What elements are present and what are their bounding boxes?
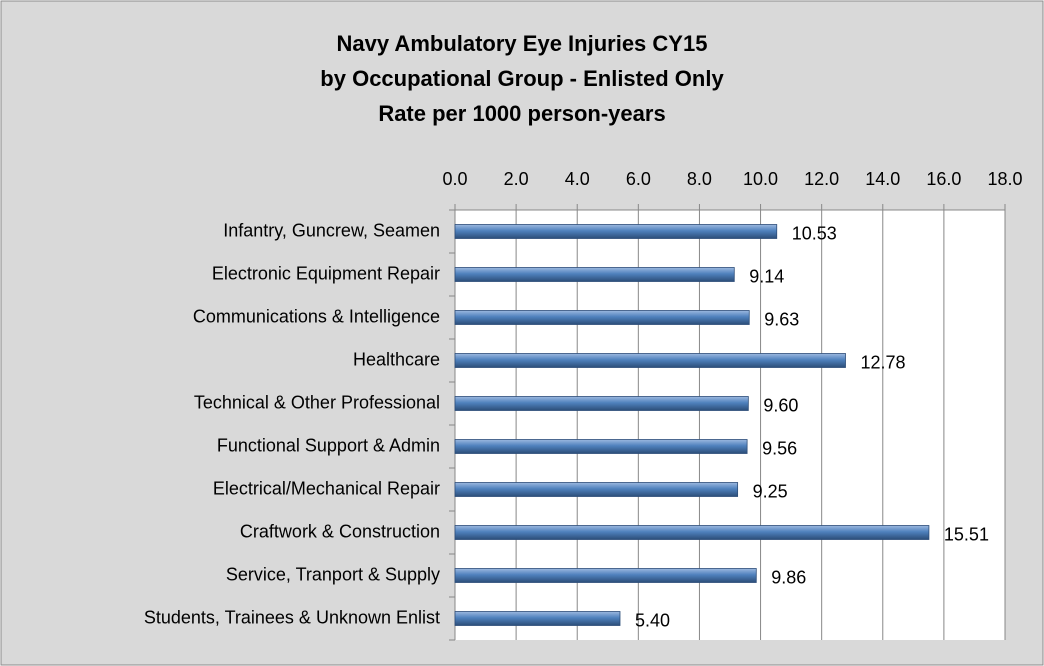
x-tick-label: 6.0 bbox=[626, 169, 651, 189]
data-label: 15.51 bbox=[944, 524, 989, 544]
data-label: 10.53 bbox=[792, 223, 837, 243]
bar bbox=[454, 611, 621, 626]
chart-title: by Occupational Group - Enlisted Only bbox=[320, 66, 724, 91]
y-tick-label: Infantry, Guncrew, Seamen bbox=[223, 220, 440, 240]
data-label: 9.63 bbox=[764, 309, 799, 329]
data-label: 9.86 bbox=[771, 567, 806, 587]
data-label: 9.60 bbox=[763, 395, 798, 415]
x-tick-label: 12.0 bbox=[804, 169, 839, 189]
bar bbox=[454, 525, 930, 540]
x-tick-label: 14.0 bbox=[865, 169, 900, 189]
x-tick-label: 0.0 bbox=[442, 169, 467, 189]
x-tick-label: 10.0 bbox=[743, 169, 778, 189]
data-label: 9.25 bbox=[753, 481, 788, 501]
y-tick-label: Service, Tranport & Supply bbox=[226, 564, 440, 584]
data-label: 5.40 bbox=[635, 610, 670, 630]
bar bbox=[454, 568, 757, 583]
y-tick-label: Communications & Intelligence bbox=[193, 306, 440, 326]
bar bbox=[454, 439, 748, 454]
bar bbox=[454, 353, 846, 368]
chart-title: Navy Ambulatory Eye Injuries CY15 bbox=[337, 31, 708, 56]
bar bbox=[454, 267, 735, 282]
x-tick-label: 16.0 bbox=[926, 169, 961, 189]
data-label: 12.78 bbox=[861, 352, 906, 372]
data-label: 9.56 bbox=[762, 438, 797, 458]
y-tick-label: Healthcare bbox=[353, 349, 440, 369]
x-tick-label: 2.0 bbox=[504, 169, 529, 189]
y-tick-label: Functional Support & Admin bbox=[217, 435, 440, 455]
bar bbox=[454, 396, 749, 411]
y-tick-label: Electronic Equipment Repair bbox=[212, 263, 440, 283]
chart-title: Rate per 1000 person-years bbox=[378, 101, 665, 126]
x-tick-label: 18.0 bbox=[987, 169, 1022, 189]
y-tick-label: Technical & Other Professional bbox=[194, 392, 440, 412]
data-label: 9.14 bbox=[749, 266, 784, 286]
bar bbox=[454, 224, 778, 239]
y-tick-label: Students, Trainees & Unknown Enlist bbox=[144, 607, 440, 627]
bar bbox=[454, 310, 750, 325]
x-tick-label: 8.0 bbox=[687, 169, 712, 189]
y-tick-label: Electrical/Mechanical Repair bbox=[213, 478, 440, 498]
x-tick-label: 4.0 bbox=[565, 169, 590, 189]
y-tick-label: Craftwork & Construction bbox=[240, 521, 440, 541]
bar bbox=[454, 482, 739, 497]
